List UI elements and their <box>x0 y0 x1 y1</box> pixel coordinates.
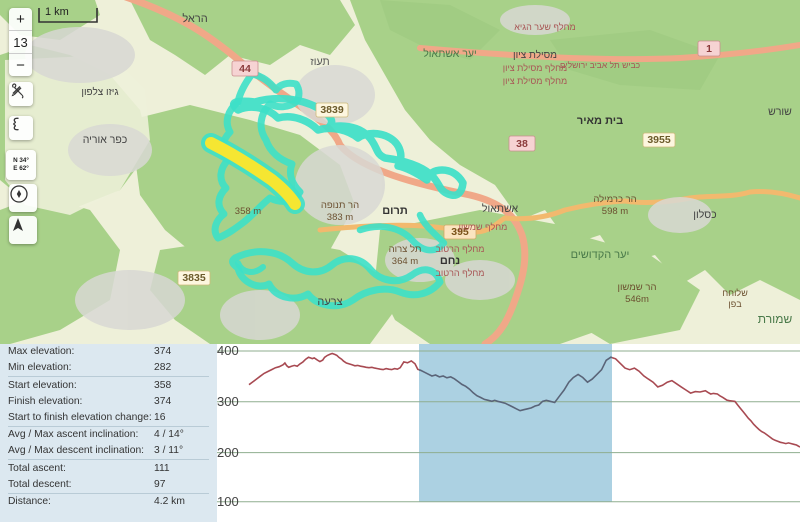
svg-text:1: 1 <box>706 43 712 55</box>
svg-text:אשתאול: אשתאול <box>482 203 519 215</box>
svg-text:בית מאיר: בית מאיר <box>577 115 623 127</box>
svg-text:תעוז: תעוז <box>310 56 329 68</box>
svg-text:תרום: תרום <box>382 205 408 217</box>
svg-text:הר כרמילה: הר כרמילה <box>593 193 636 205</box>
svg-text:נחם: נחם <box>440 255 460 267</box>
svg-text:כביש תל אביב ירושלים: כביש תל אביב ירושלים <box>560 60 640 70</box>
svg-text:הראל: הראל <box>182 12 207 25</box>
svg-text:400: 400 <box>217 344 239 358</box>
svg-text:הר שמשון: הר שמשון <box>618 282 657 293</box>
svg-text:מסילת ציון: מסילת ציון <box>513 49 557 61</box>
svg-text:598 m: 598 m <box>602 206 628 217</box>
svg-text:הר תנופה: הר תנופה <box>321 200 359 211</box>
svg-text:38: 38 <box>516 138 528 150</box>
svg-text:תל צרוה: תל צרוה <box>389 243 422 255</box>
svg-text:358 m: 358 m <box>235 206 261 217</box>
svg-text:200: 200 <box>217 445 239 460</box>
svg-text:כסלון: כסלון <box>693 209 716 221</box>
svg-text:מחלף הרטוב: מחלף הרטוב <box>436 268 485 278</box>
svg-text:מחלף מסילת ציון: מחלף מסילת ציון <box>503 63 567 73</box>
svg-text:יער אשתאול: יער אשתאול <box>423 48 477 60</box>
svg-text:שמורת: שמורת <box>758 312 793 326</box>
svg-text:44: 44 <box>239 63 251 75</box>
svg-text:מחלף שער הגיא: מחלף שער הגיא <box>514 22 575 32</box>
svg-text:גיזו צלפון: גיזו צלפון <box>81 86 118 98</box>
svg-text:יער הקדושים: יער הקדושים <box>571 249 630 261</box>
svg-text:364 m: 364 m <box>392 256 418 267</box>
svg-text:3839: 3839 <box>320 104 344 116</box>
svg-text:שורש: שורש <box>768 106 792 118</box>
svg-text:300: 300 <box>217 394 239 409</box>
svg-text:100: 100 <box>217 494 239 509</box>
svg-text:546m: 546m <box>625 294 649 305</box>
svg-text:שלוחח: שלוחח <box>722 288 748 298</box>
svg-text:מחלף מסילת ציון: מחלף מסילת ציון <box>503 76 567 86</box>
svg-text:בפן: בפן <box>728 299 742 309</box>
svg-text:מחלף הרטוב: מחלף הרטוב <box>436 244 485 254</box>
svg-text:3835: 3835 <box>182 272 206 284</box>
svg-text:3955: 3955 <box>647 134 671 146</box>
svg-text:כפר אוריה: כפר אוריה <box>83 134 128 146</box>
svg-text:צרעה: צרעה <box>317 296 342 308</box>
svg-text:מחלף שמשון: מחלף שמשון <box>459 222 508 232</box>
svg-text:383 m: 383 m <box>327 212 353 223</box>
